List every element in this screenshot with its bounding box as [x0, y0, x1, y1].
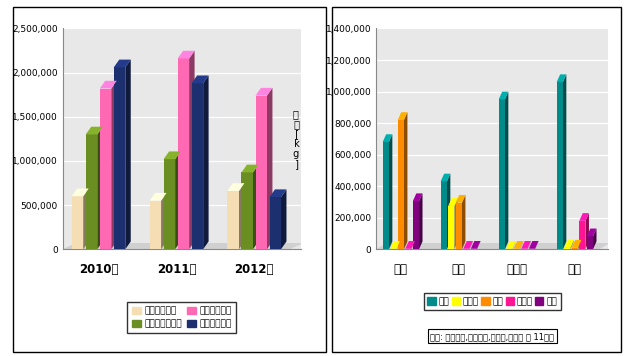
- Polygon shape: [71, 189, 88, 196]
- Polygon shape: [164, 159, 175, 249]
- Polygon shape: [189, 51, 194, 249]
- Polygon shape: [111, 81, 117, 249]
- Polygon shape: [462, 195, 465, 249]
- Polygon shape: [150, 201, 161, 249]
- Polygon shape: [463, 241, 473, 249]
- Polygon shape: [376, 243, 610, 249]
- Polygon shape: [521, 241, 531, 249]
- Polygon shape: [113, 67, 125, 249]
- Polygon shape: [382, 142, 389, 249]
- Polygon shape: [586, 213, 589, 249]
- Polygon shape: [270, 189, 287, 197]
- Polygon shape: [563, 74, 566, 249]
- Polygon shape: [241, 165, 258, 172]
- Polygon shape: [281, 189, 287, 249]
- Polygon shape: [506, 241, 516, 249]
- Polygon shape: [529, 241, 539, 249]
- Text: 기타: 네덜란드,뉴질랜드,폴란드,스위스 외 11개국: 기타: 네덜란드,뉴질랜드,폴란드,스위스 외 11개국: [430, 332, 554, 341]
- Y-axis label: 중
 량
 [
 k
 g
 ]: 중 량 [ k g ]: [290, 109, 300, 169]
- Polygon shape: [413, 201, 419, 249]
- Polygon shape: [557, 82, 563, 249]
- Polygon shape: [267, 88, 273, 249]
- Polygon shape: [514, 241, 524, 249]
- Polygon shape: [71, 196, 83, 249]
- Polygon shape: [578, 240, 581, 249]
- Polygon shape: [448, 198, 458, 206]
- Polygon shape: [477, 241, 480, 249]
- Polygon shape: [404, 112, 408, 249]
- Polygon shape: [587, 236, 593, 249]
- Polygon shape: [579, 221, 586, 249]
- Polygon shape: [63, 249, 290, 257]
- Polygon shape: [100, 81, 117, 89]
- Polygon shape: [512, 241, 516, 249]
- Polygon shape: [228, 191, 239, 249]
- Legend: 미국, 덴마크, 호주, 프랑스, 기타: 미국, 덴마크, 호주, 프랑스, 기타: [424, 293, 561, 310]
- Polygon shape: [398, 112, 408, 120]
- Polygon shape: [376, 249, 599, 257]
- Polygon shape: [419, 193, 423, 249]
- Polygon shape: [100, 89, 111, 249]
- Legend: 경성가공치즈, 반경성가공치즈, 연성가공치즈, 온압가공치즈: 경성가공치즈, 반경성가공치즈, 연성가공치즈, 온압가공치즈: [127, 302, 236, 333]
- Polygon shape: [520, 241, 524, 249]
- Polygon shape: [125, 59, 131, 249]
- Polygon shape: [164, 151, 181, 159]
- Polygon shape: [161, 193, 167, 249]
- Polygon shape: [564, 248, 571, 249]
- Polygon shape: [447, 174, 450, 249]
- Polygon shape: [498, 92, 508, 99]
- Polygon shape: [177, 58, 189, 249]
- Polygon shape: [470, 241, 473, 249]
- Polygon shape: [441, 174, 450, 182]
- Polygon shape: [203, 75, 209, 249]
- Polygon shape: [83, 189, 88, 249]
- Polygon shape: [527, 241, 531, 249]
- Polygon shape: [150, 193, 167, 201]
- Polygon shape: [253, 165, 258, 249]
- Polygon shape: [175, 151, 181, 249]
- Polygon shape: [177, 51, 194, 58]
- Polygon shape: [557, 74, 566, 82]
- Polygon shape: [63, 243, 303, 249]
- Polygon shape: [441, 182, 447, 249]
- Polygon shape: [256, 88, 273, 95]
- Polygon shape: [256, 95, 267, 249]
- Polygon shape: [389, 134, 393, 249]
- Polygon shape: [86, 127, 103, 135]
- Polygon shape: [390, 241, 400, 249]
- Polygon shape: [413, 193, 423, 201]
- Polygon shape: [455, 198, 458, 249]
- Polygon shape: [239, 183, 245, 249]
- Polygon shape: [228, 183, 245, 191]
- Polygon shape: [396, 241, 400, 249]
- Polygon shape: [572, 248, 578, 249]
- Polygon shape: [86, 135, 97, 249]
- Polygon shape: [587, 229, 596, 236]
- Polygon shape: [579, 213, 589, 221]
- Polygon shape: [564, 240, 574, 248]
- Polygon shape: [405, 241, 415, 249]
- Polygon shape: [411, 241, 415, 249]
- Polygon shape: [382, 134, 393, 142]
- Polygon shape: [270, 197, 281, 249]
- Polygon shape: [398, 120, 404, 249]
- Polygon shape: [535, 241, 539, 249]
- Polygon shape: [97, 127, 103, 249]
- Polygon shape: [471, 241, 480, 249]
- Polygon shape: [505, 92, 508, 249]
- Polygon shape: [593, 229, 596, 249]
- Polygon shape: [241, 172, 253, 249]
- Polygon shape: [572, 240, 581, 248]
- Polygon shape: [456, 195, 465, 203]
- Polygon shape: [498, 99, 505, 249]
- Polygon shape: [456, 203, 462, 249]
- Polygon shape: [113, 59, 131, 67]
- Polygon shape: [571, 240, 574, 249]
- Polygon shape: [192, 75, 209, 83]
- Polygon shape: [448, 206, 455, 249]
- Polygon shape: [192, 83, 203, 249]
